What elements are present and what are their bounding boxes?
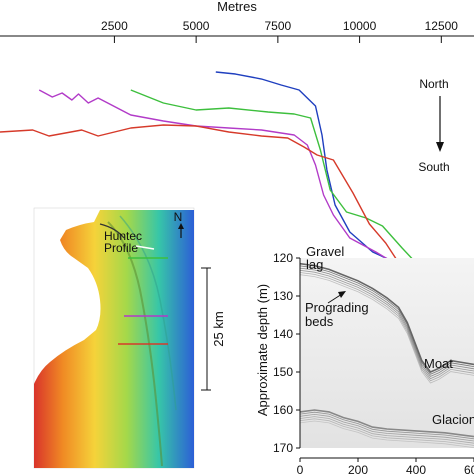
- seismic-panel: 120 130 140 150 160 170 0 200 400 600 Approximat…: [255, 244, 474, 474]
- seismic-reflector-1: [300, 416, 474, 444]
- ridge-shading-2: [119, 215, 177, 411]
- seismic-reflector-1: [300, 418, 474, 446]
- x-tick-label-bottom: 0: [297, 463, 304, 474]
- x-tick-label-bottom: 400: [406, 463, 426, 474]
- seismic-reflector-1: [300, 413, 474, 442]
- inset-map: N Huntec Profile 25 km: [33, 207, 226, 469]
- y-tick-label: 170: [273, 441, 293, 455]
- x-tick-label: 7500: [265, 19, 292, 33]
- seismic-reflectors: [300, 262, 474, 448]
- y-tick-label: 120: [273, 251, 293, 265]
- x-tick-label-bottom: 600: [464, 463, 474, 474]
- x-tick-label: 2500: [101, 19, 128, 33]
- x-tick-label: 5000: [183, 19, 210, 33]
- x-tick-label-bottom: 200: [348, 463, 368, 474]
- ridge-shading: [107, 221, 163, 467]
- y-tick-label: 150: [273, 365, 293, 379]
- seismic-reflector-0: [300, 274, 474, 384]
- x-tick-label: 10000: [343, 19, 377, 33]
- prograding-beds-label: Prograding beds: [305, 300, 369, 329]
- y-tick-label: 130: [273, 289, 293, 303]
- moat-label: Moat: [424, 356, 453, 371]
- north-arrow-head-icon: [178, 223, 184, 229]
- scale-bar-label: 25 km: [211, 311, 226, 346]
- gravel-lag-label: Gravel lag: [306, 244, 344, 272]
- seismic-reflector-0: [300, 267, 474, 377]
- y-axis-title: Approximate depth (m): [255, 284, 270, 416]
- x-tick-label: 12500: [425, 19, 459, 33]
- north-label: North: [419, 77, 448, 91]
- seismic-reflector-0: [300, 269, 474, 380]
- prograding-arrow: [327, 293, 343, 304]
- south-label: South: [418, 160, 449, 174]
- y-tick-label: 160: [273, 403, 293, 417]
- glacion-label: Glacion: [432, 412, 474, 427]
- y-tick-label: 140: [273, 327, 293, 341]
- seismic-reflector-0: [300, 272, 474, 382]
- shelf-edge: [99, 223, 125, 239]
- seismic-reflector-0: [300, 262, 474, 373]
- y-axis-ticks: 120 130 140 150 160 170: [273, 251, 300, 455]
- prograding-arrow-head-icon: [338, 291, 346, 298]
- x-axis-ticks-bottom: 0 200 400 600: [297, 458, 474, 474]
- seismic-reflector-1: [300, 409, 474, 438]
- profile-line-1: [130, 89, 439, 271]
- seismic-reflector-0: [300, 265, 474, 375]
- north-arrow-label: N: [174, 210, 183, 224]
- arrow-head-icon: [436, 142, 444, 152]
- x-axis-ticks: 2500 5000 7500 10000 12500: [101, 19, 458, 43]
- huntec-profile-label: Huntec Profile: [104, 229, 142, 255]
- seismic-reflector-1: [300, 420, 474, 448]
- profile-chart: Metres 2500 5000 7500 10000 12500 North Sout…: [0, 0, 474, 327]
- x-axis-title: Metres: [217, 0, 257, 14]
- seismic-reflector-1: [300, 411, 474, 440]
- huntec-profile-line: [135, 245, 155, 250]
